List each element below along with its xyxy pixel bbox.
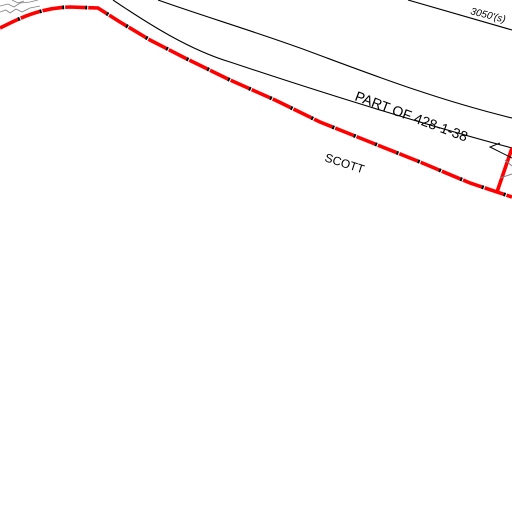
dimension-line — [407, 0, 512, 31]
boundary-corner-red — [495, 147, 512, 193]
boundary-line-ticks — [0, 5, 512, 199]
road-edge-lines — [112, 0, 512, 149]
road-edge-outer — [157, 0, 512, 119]
direction-arrow — [488, 142, 512, 179]
road-edge-inner — [112, 0, 512, 149]
boundary-line-red — [0, 5, 512, 199]
secondary-linework — [0, 0, 41, 14]
property-boundary — [0, 5, 512, 199]
